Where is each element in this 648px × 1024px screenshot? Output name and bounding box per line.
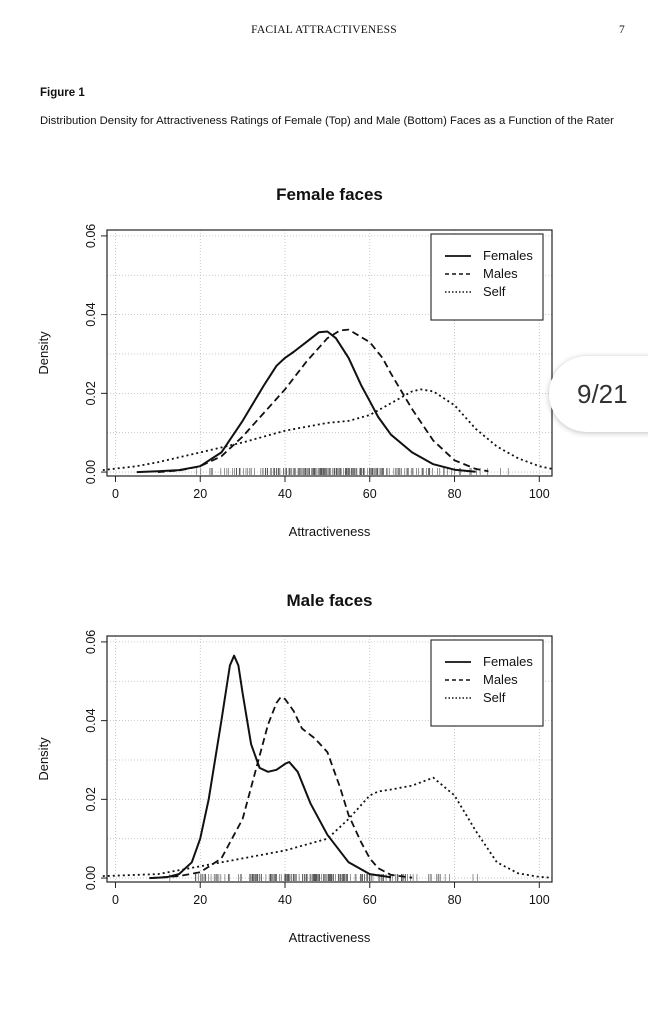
series-self-line: [102, 388, 553, 471]
page-indicator[interactable]: 9/21: [549, 356, 648, 432]
chart-title: Female faces: [276, 185, 383, 204]
y-tick-label: 0.00: [84, 866, 98, 890]
legend-box: [430, 233, 544, 321]
y-tick-label: 0.04: [84, 302, 98, 326]
page-indicator-label: 9/21: [577, 378, 628, 409]
x-tick-label: 100: [529, 487, 550, 501]
chart-title: Male faces: [287, 591, 373, 610]
legend-label-females: Females: [483, 248, 533, 263]
legend-label-males: Males: [483, 672, 518, 687]
figure-caption: Distribution Density for Attractiveness …: [40, 115, 614, 127]
y-tick-label: 0.04: [84, 708, 98, 732]
x-axis-label: Attractiveness: [289, 930, 371, 945]
legend-label-males: Males: [483, 266, 518, 281]
x-tick-label: 20: [193, 487, 207, 501]
series-males-line: [157, 328, 489, 473]
rug-marks: [169, 874, 478, 881]
running-head: FACIAL ATTRACTIVENESS: [251, 24, 397, 36]
chart-female-faces: Female faces 0 20 40 60 80 100 0.00 0.02 0.04 0.06…: [30, 172, 570, 562]
series-males-line: [149, 696, 413, 879]
x-tick-label: 0: [112, 487, 119, 501]
female-faces-plot: Female faces 0 20 40 60 80 100 0.00 0.02 0.04 0.06…: [36, 185, 553, 539]
figure-label: Figure 1: [40, 87, 85, 99]
y-tick-label: 0.02: [84, 381, 98, 405]
x-axis-label: Attractiveness: [289, 524, 371, 539]
y-tick-label: 0.02: [84, 787, 98, 811]
x-tick-label: 40: [278, 893, 292, 907]
plot-frame: [106, 229, 553, 477]
x-tick-label: 80: [448, 487, 462, 501]
y-tick-label: 0.06: [84, 224, 98, 248]
y-tick-label: 0.06: [84, 630, 98, 654]
x-tick-label: 40: [278, 487, 292, 501]
legend: Females Males Self: [430, 233, 544, 321]
legend: Females Males Self: [430, 639, 544, 727]
legend-box: [430, 639, 544, 727]
series-self-line: [102, 776, 553, 879]
y-axis-label: Density: [36, 331, 51, 375]
series-females-line: [149, 654, 392, 880]
y-tick-label: 0.00: [84, 460, 98, 484]
plot-frame: [106, 635, 553, 883]
x-tick-label: 60: [363, 487, 377, 501]
male-faces-plot: Male faces 0 20 40 60 80 100 0.00 0.02 0.04 0.06 At…: [36, 591, 553, 945]
x-tick-label: 80: [448, 893, 462, 907]
x-tick-label: 60: [363, 893, 377, 907]
series-females-line: [136, 330, 476, 474]
x-tick-label: 0: [112, 893, 119, 907]
x-tick-label: 100: [529, 893, 550, 907]
rug-marks: [195, 468, 509, 475]
page-number: 7: [619, 24, 625, 36]
legend-label-self: Self: [483, 690, 506, 705]
x-tick-label: 20: [193, 893, 207, 907]
chart-male-faces: Male faces 0 20 40 60 80 100 0.00 0.02 0.04 0.06 At…: [30, 578, 570, 968]
legend-label-females: Females: [483, 654, 533, 669]
legend-label-self: Self: [483, 284, 506, 299]
y-axis-label: Density: [36, 737, 51, 781]
